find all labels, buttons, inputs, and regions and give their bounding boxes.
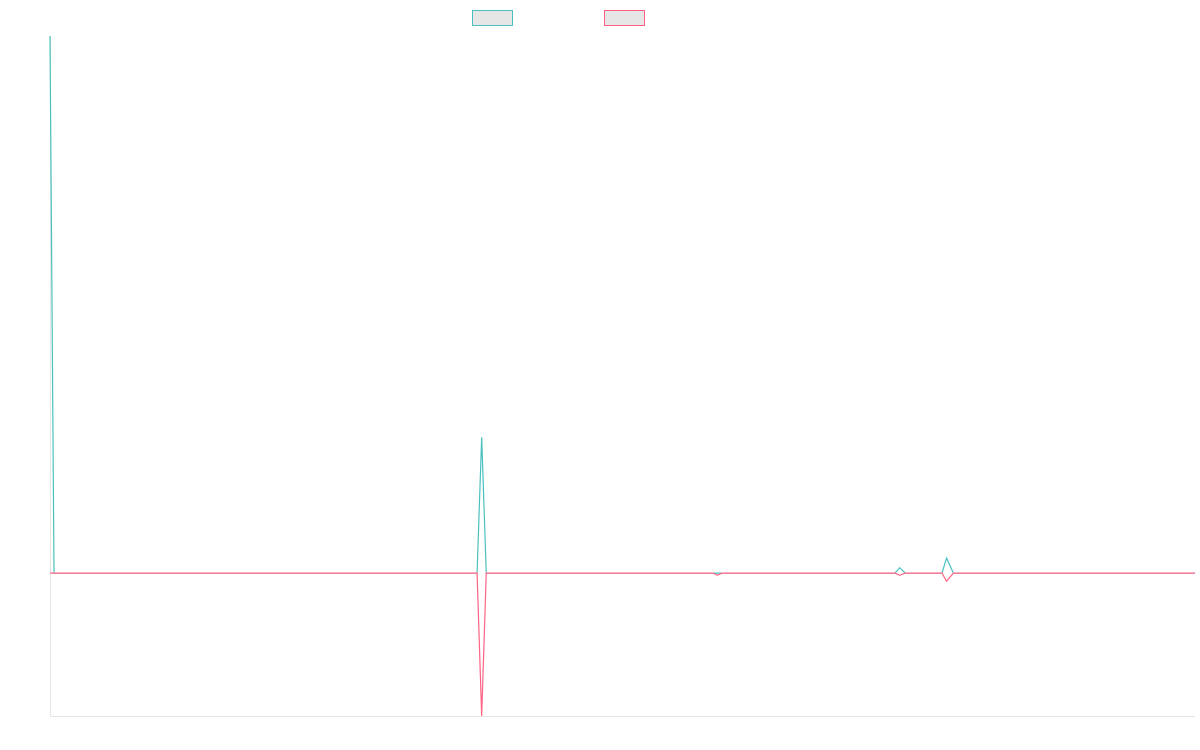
legend-swatch[interactable]	[604, 10, 645, 26]
legend-swatch[interactable]	[472, 10, 513, 26]
series-line	[50, 572, 1195, 717]
series-line	[49, 35, 1195, 574]
